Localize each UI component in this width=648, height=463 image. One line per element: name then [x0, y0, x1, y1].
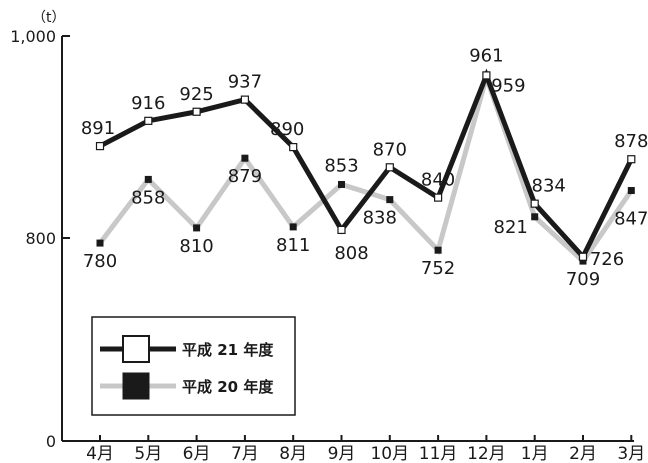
legend-label-series-2: 平成 20 年度	[182, 378, 274, 396]
x-tick-label: 7月	[231, 444, 259, 463]
data-label-series-1: 937	[228, 72, 262, 93]
data-point-series-1	[530, 199, 539, 208]
y-tick-label-800: 800	[25, 229, 56, 248]
data-label-series-1: 726	[590, 249, 624, 270]
data-point-series-1	[192, 107, 201, 116]
data-label-series-2: 879	[228, 166, 262, 187]
x-tick-label: 3月	[617, 444, 645, 463]
data-point-series-2	[627, 187, 635, 195]
data-label-series-1: 890	[270, 119, 304, 140]
data-point-series-2	[579, 257, 587, 265]
series-line-1	[98, 68, 634, 262]
data-point-series-1	[337, 225, 346, 235]
data-point-series-2	[241, 154, 249, 162]
x-tick-label: 12月	[467, 444, 506, 463]
legend-box	[91, 316, 296, 416]
x-tick-label: 11月	[419, 444, 458, 463]
data-point-series-2	[338, 180, 345, 188]
data-point-series-2	[96, 239, 104, 247]
data-point-series-1	[240, 95, 249, 104]
legend-label-series-1: 平成 21 年度	[182, 341, 274, 359]
data-point-series-1	[482, 71, 491, 80]
data-label-series-1: 916	[131, 93, 165, 114]
data-point-series-1	[289, 143, 298, 152]
data-point-series-2	[434, 246, 442, 254]
data-label-series-1: 878	[614, 131, 648, 152]
data-label-series-2: 847	[614, 209, 648, 230]
x-tick-label: 9月	[328, 444, 356, 463]
data-point-series-2	[289, 223, 297, 231]
data-point-series-1	[578, 252, 588, 261]
y-tick-label-1000: 1,000	[10, 27, 56, 46]
data-label-series-2: 810	[179, 236, 213, 257]
data-point-series-2	[193, 224, 201, 232]
data-label-series-1: 808	[334, 243, 368, 264]
x-tick-label: 2月	[569, 444, 597, 463]
data-label-series-1: 840	[421, 170, 455, 191]
y-unit-label: （t）	[32, 10, 66, 26]
data-point-series-1	[434, 193, 443, 202]
data-label-series-1: 925	[179, 84, 213, 105]
x-tick-label: 6月	[183, 444, 211, 463]
data-label-series-2: 858	[131, 187, 165, 208]
x-tick-label: 10月	[370, 444, 409, 463]
data-label-series-2: 821	[494, 217, 528, 238]
data-point-series-1	[385, 163, 394, 172]
x-axis-ticks: 4月 5月 6月 7月 8月 9月 10月 11月 12月 1月 2月 3月	[86, 435, 645, 463]
data-point-series-2	[531, 213, 539, 221]
axes: （t） 1,000 800 0	[10, 10, 634, 451]
data-label-series-2: 811	[276, 235, 310, 256]
data-label-series-2: 853	[324, 155, 358, 176]
data-point-series-1	[627, 155, 636, 164]
x-tick-label: 1月	[521, 444, 549, 463]
x-tick-label: 8月	[279, 444, 307, 463]
legend-marker-series-2	[122, 372, 150, 400]
data-label-series-2: 780	[83, 251, 117, 272]
x-tick-label: 5月	[134, 444, 162, 463]
data-label-series-1: 891	[81, 118, 115, 139]
series-layer: 891 916 925 937 890 808 870 840 961 834 726 878 780 8…	[81, 45, 648, 290]
data-point-series-1	[144, 116, 153, 125]
data-point-series-2	[386, 196, 394, 204]
data-label-series-1: 961	[469, 45, 503, 66]
data-label-series-2: 752	[421, 258, 455, 279]
data-point-series-2	[144, 175, 152, 183]
data-point-series-1	[95, 141, 105, 151]
y-tick-label-0: 0	[46, 432, 56, 451]
series-line-2	[98, 69, 634, 265]
data-label-series-2: 959	[491, 75, 525, 96]
data-label-series-1: 834	[532, 176, 566, 197]
legend: 平成 21 年度 平成 20 年度	[91, 316, 296, 416]
legend-marker-series-1	[122, 335, 150, 363]
data-label-series-2: 838	[363, 208, 397, 229]
data-label-series-2: 709	[566, 269, 600, 290]
x-tick-label: 4月	[86, 444, 114, 463]
data-label-series-1: 870	[373, 139, 407, 160]
